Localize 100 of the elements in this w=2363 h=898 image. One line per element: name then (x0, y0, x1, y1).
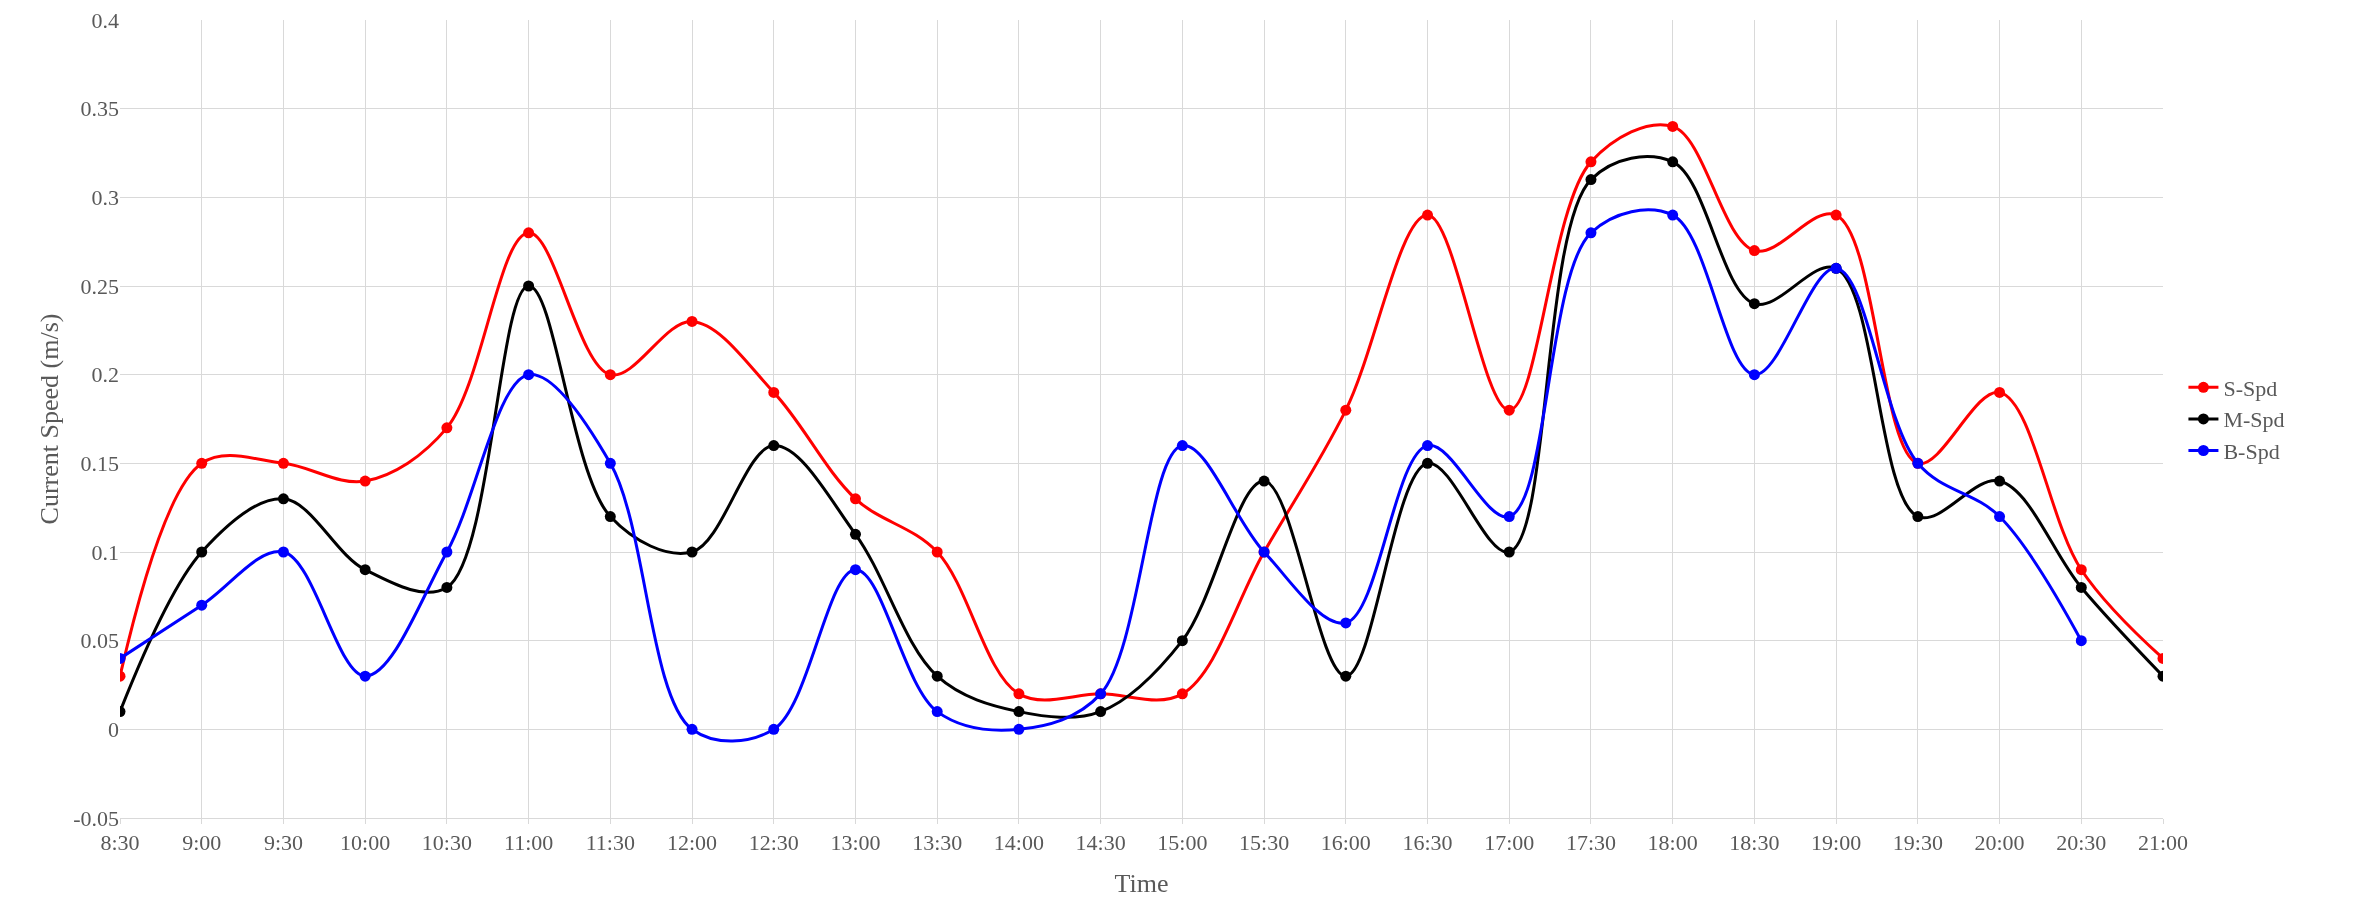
legend-label: S-Spd (2223, 375, 2278, 401)
point (1994, 511, 2006, 523)
point (1176, 440, 1188, 452)
point (277, 546, 289, 558)
x-tick-label: 12:30 (748, 830, 799, 856)
point (1340, 404, 1352, 416)
point (523, 280, 535, 292)
point (849, 528, 861, 540)
point (931, 706, 943, 718)
point (1013, 688, 1025, 700)
point (1994, 475, 2006, 487)
y-tick-label: 0 (108, 717, 119, 743)
x-tick-label: 19:30 (1892, 830, 1943, 856)
point (441, 422, 453, 434)
point (196, 546, 208, 558)
x-tick-label: 13:30 (912, 830, 963, 856)
x-tick-label: 12:00 (666, 830, 718, 856)
point (1013, 723, 1025, 735)
point (1503, 511, 1515, 523)
point (1667, 156, 1679, 168)
point (441, 546, 453, 558)
point (523, 369, 535, 381)
y-tick-label: -0.05 (73, 805, 119, 831)
point (1585, 227, 1597, 239)
point (1994, 386, 2006, 398)
point (196, 457, 208, 469)
point (1503, 404, 1515, 416)
point (1340, 617, 1352, 629)
point (359, 564, 371, 576)
point (277, 493, 289, 505)
x-tick-label: 20:30 (2056, 830, 2107, 856)
x-tick-label: 13:00 (830, 830, 881, 856)
point (1667, 209, 1679, 221)
point (1422, 440, 1434, 452)
point (1585, 156, 1597, 168)
point (849, 564, 861, 576)
point (1013, 706, 1025, 718)
point (1748, 369, 1760, 381)
x-tick-label: 9:00 (182, 830, 222, 856)
point (1340, 670, 1352, 682)
point (441, 581, 453, 593)
x-tick-label: 18:30 (1729, 830, 1780, 856)
x-axis-title: Time (1114, 869, 1169, 898)
x-tick-label: 21:00 (2137, 830, 2189, 856)
point (849, 493, 861, 505)
x-tick-label: 11:30 (585, 830, 635, 856)
point (1748, 298, 1760, 310)
point (768, 386, 780, 398)
point (2075, 635, 2087, 647)
point (768, 440, 780, 452)
point (1830, 209, 1842, 221)
point (1176, 635, 1188, 647)
point (768, 723, 780, 735)
point (686, 723, 698, 735)
legend-label: M-Spd (2223, 407, 2285, 433)
y-tick-label: 0.3 (91, 185, 119, 211)
point (604, 457, 616, 469)
point (1748, 245, 1760, 257)
x-tick-label: 16:30 (1402, 830, 1453, 856)
y-tick-label: 0.35 (80, 96, 119, 122)
point (2075, 564, 2087, 576)
point (1176, 688, 1188, 700)
point (686, 546, 698, 558)
x-tick-label: 8:30 (100, 830, 140, 856)
y-tick-label: 0.15 (80, 451, 119, 477)
x-tick-label: 10:00 (340, 830, 391, 856)
x-tick-label: 9:30 (263, 830, 303, 856)
x-tick-label: 17:00 (1484, 830, 1535, 856)
x-tick-label: 14:00 (993, 830, 1044, 856)
point (523, 227, 535, 239)
point (1258, 475, 1270, 487)
x-tick-label: 15:30 (1239, 830, 1290, 856)
y-tick-label: 0.1 (91, 539, 119, 565)
point (931, 546, 943, 558)
point (686, 315, 698, 327)
point (277, 457, 289, 469)
point (1912, 511, 1924, 523)
point (1095, 706, 1107, 718)
point (931, 670, 943, 682)
x-tick-label: 16:00 (1320, 830, 1371, 856)
y-tick-label: 0.4 (91, 7, 119, 33)
x-tick-label: 17:30 (1565, 830, 1617, 856)
x-tick-label: 15:00 (1157, 830, 1208, 856)
point (604, 369, 616, 381)
y-axis-title: Current Speed (m/s) (35, 313, 64, 525)
y-tick-label: 0.25 (80, 273, 119, 299)
point (1585, 174, 1597, 186)
point (2075, 581, 2087, 593)
x-tick-label: 11:00 (503, 830, 554, 856)
point (359, 475, 371, 487)
point (604, 511, 616, 523)
point (1503, 546, 1515, 558)
x-tick-label: 18:00 (1647, 830, 1698, 856)
y-tick-label: 0.05 (80, 628, 119, 654)
point (196, 599, 208, 611)
x-tick-label: 19:00 (1811, 830, 1862, 856)
y-tick-label: 0.2 (91, 362, 119, 388)
x-tick-label: 14:30 (1075, 830, 1126, 856)
legend-label: B-Spd (2223, 439, 2280, 465)
point (359, 670, 371, 682)
